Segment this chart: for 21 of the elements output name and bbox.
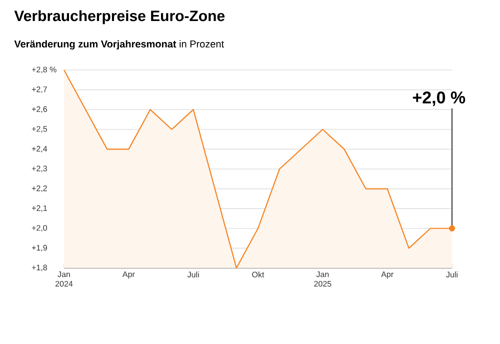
annotation: +2,0 %: [412, 91, 466, 106]
x-tick-label: Jan 2024: [56, 272, 73, 287]
y-tick-label: +2,7: [32, 86, 47, 94]
x-tick-label: Juli: [446, 272, 458, 278]
chart-subtitle: Veränderung zum Vorjahresmonat in Prozent: [14, 40, 224, 50]
x-tick-label: Apr: [381, 272, 394, 279]
y-tick-label: +2,8 %: [32, 66, 56, 74]
y-tick-label: +2,2: [32, 185, 47, 192]
y-tick-label: +1,9: [32, 244, 47, 252]
y-tick-label: +2,3: [32, 166, 47, 172]
x-tick-label: Jan 2025: [314, 272, 332, 287]
y-tick-label: +2,1: [32, 205, 47, 212]
y-tick-label: +2,4: [32, 146, 48, 152]
x-tick-label: Juli: [187, 272, 199, 278]
x-tick-label: Okt: [252, 272, 264, 278]
y-tick-label: +1,8: [32, 264, 47, 272]
y-tick-label: +2,6: [32, 106, 47, 113]
y-tick-label: +2,0: [32, 225, 48, 232]
y-tick-label: +2,5: [32, 126, 47, 133]
chart-title: Verbraucherpreise Euro-Zone: [14, 10, 225, 24]
x-tick-label: Apr: [122, 272, 135, 279]
